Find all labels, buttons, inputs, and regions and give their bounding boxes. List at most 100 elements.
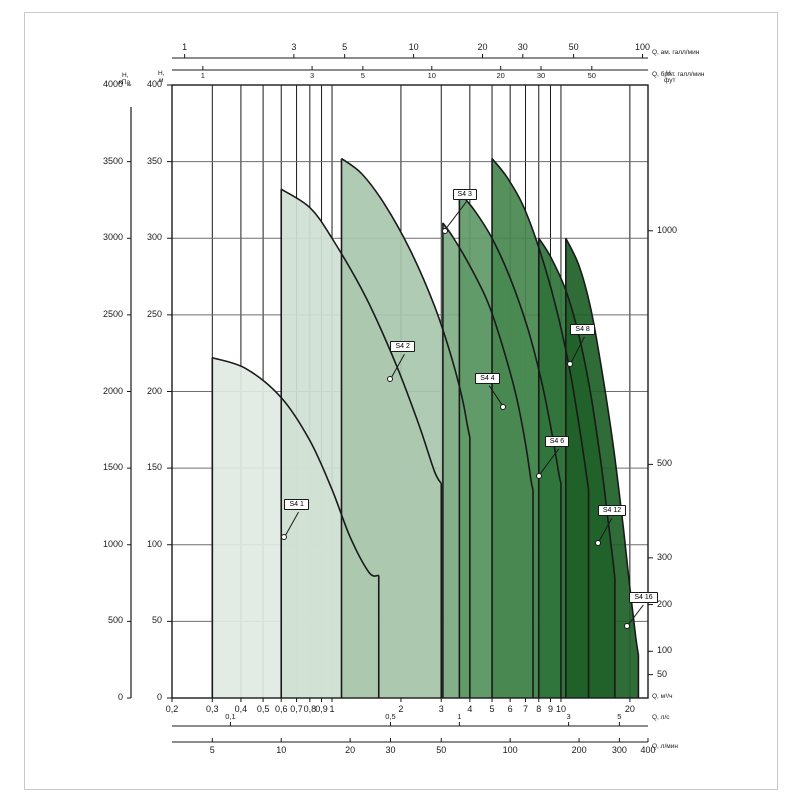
curve-line-s4-2 <box>280 188 442 484</box>
curve-line-s4-12 <box>538 237 616 579</box>
axis-label-left-kpa: 3000 <box>102 232 123 243</box>
axis-title-bottom-ls: Q, л/с <box>652 714 670 721</box>
callout-leader <box>538 448 560 477</box>
axis-label-top-usgpm: 100 <box>635 42 651 52</box>
curve-marker-s4-6 <box>535 472 542 479</box>
curve-group <box>211 157 644 698</box>
axis-label-bottom-lmin: 50 <box>436 745 447 755</box>
axis-label-bottom-m3h: 10 <box>555 704 566 714</box>
axis-label-left-m: 300 <box>146 232 162 243</box>
curve-label-s4-6[interactable]: S4 6 <box>544 435 570 447</box>
axis-label-bottom-m3h: 0,6 <box>274 704 288 714</box>
curve-line-s4-1 <box>212 357 379 577</box>
axis-label-bottom-m3h: 4 <box>467 704 473 714</box>
axis-label-left-m: 200 <box>146 385 162 396</box>
curve-line-s4-6 <box>458 191 562 484</box>
axis-label-right-ft: 200 <box>657 598 673 609</box>
axis-label-bottom-ls: 1 <box>457 712 462 721</box>
curve-line-s4-3 <box>341 157 471 438</box>
curve-marker-s4-3 <box>441 227 448 234</box>
axis-label-bottom-ls: 3 <box>566 712 571 721</box>
axis-label-bottom-m3h: 0,2 <box>165 704 179 714</box>
axis-label-right-ft: 100 <box>657 645 673 656</box>
axis-label-left-m: 0 <box>156 692 162 702</box>
curve-label-s4-8[interactable]: S4 8 <box>570 323 595 335</box>
axis-label-bottom-m3h: 5 <box>489 704 495 714</box>
curve-marker-s4-16 <box>624 622 631 629</box>
axis-label-bottom-m3h: 9 <box>547 704 553 714</box>
axis-label-left-kpa: 0 <box>117 692 123 702</box>
axis-label-bottom-lmin: 300 <box>611 745 627 755</box>
axis-label-bottom-lmin: 5 <box>209 745 215 755</box>
curve-label-s4-2[interactable]: S4 2 <box>390 341 415 353</box>
curve-label-s4-16[interactable]: S4 16 <box>629 591 658 603</box>
curve-label-s4-12[interactable]: S4 12 <box>597 505 627 517</box>
axis-label-bottom-m3h: 0,5 <box>256 704 270 714</box>
axis-label-bottom-m3h: 2 <box>398 704 404 714</box>
axis-label-bottom-lmin: 200 <box>571 745 587 755</box>
callout-leader <box>488 385 504 408</box>
axis-label-left-m: 150 <box>146 462 162 473</box>
axis-label-right-ft: 500 <box>657 458 673 469</box>
axis-label-bottom-m3h: 0,9 <box>315 704 328 714</box>
axis-label-bottom-m3h: 7 <box>522 704 528 714</box>
axis-label-right-ft: 1000 <box>657 224 678 235</box>
axis-label-left-m: 350 <box>146 155 162 166</box>
axis-label-top-usgpm: 50 <box>568 42 579 52</box>
axis-label-bottom-m3h: 0,7 <box>290 704 303 714</box>
callout-leader <box>390 353 405 380</box>
curve-label-s4-1[interactable]: S4 1 <box>284 499 309 511</box>
axis-label-bottom-m3h: 0,8 <box>303 704 317 714</box>
axis-label-bottom-m3h: 0,3 <box>206 704 219 714</box>
curve-line-s4-4 <box>442 222 534 490</box>
curve-line-s4-8 <box>491 158 590 490</box>
axis-label-top-ukgpm: 5 <box>360 71 365 80</box>
axis-label-left-kpa: 1500 <box>102 462 123 473</box>
axis-label-bottom-m3h: 20 <box>624 704 635 714</box>
curve-label-s4-3[interactable]: S4 3 <box>452 188 477 200</box>
axis-label-left-m: 100 <box>146 538 162 549</box>
axis-label-left-kpa: 2500 <box>102 308 123 319</box>
axis-label-bottom-m3h: 1 <box>329 704 335 714</box>
axis-label-top-usgpm: 3 <box>291 42 297 52</box>
axis-label-right-ft: 300 <box>657 551 673 562</box>
curve-line-s4-16 <box>565 237 640 656</box>
axis-label-left-kpa: 500 <box>107 615 123 626</box>
axis-label-bottom-m3h: 0,4 <box>234 704 248 714</box>
callout-leader <box>626 604 644 627</box>
axis-label-bottom-lmin: 30 <box>385 745 396 755</box>
axis-label-top-ukgpm: 3 <box>309 71 315 80</box>
axis-title-bottom-m3h: Q, м³/ч <box>652 693 673 700</box>
axis-title-top-ukgpm: Q, брит. галл/мин <box>652 71 705 78</box>
axis-label-bottom-lmin: 10 <box>276 745 287 755</box>
axis-title-right-ft-line1: H, <box>666 70 673 77</box>
axis-label-bottom-ls: 0,1 <box>225 712 236 721</box>
axis-label-top-usgpm: 20 <box>477 42 488 52</box>
axis-title-right-ft-line2: фут <box>664 77 676 84</box>
axis-label-top-ukgpm: 20 <box>496 71 505 80</box>
axis-title-left-kpa-line2: кПа <box>119 79 131 86</box>
axis-label-top-ukgpm: 1 <box>200 71 205 80</box>
callout-leader <box>284 511 299 538</box>
curve-marker-s4-1 <box>281 534 288 541</box>
callout-leader <box>569 336 585 365</box>
curve-marker-s4-12 <box>594 540 601 547</box>
axis-label-bottom-lmin: 20 <box>345 745 356 755</box>
curve-marker-s4-8 <box>567 360 574 367</box>
axis-label-bottom-lmin: 100 <box>502 745 518 755</box>
axis-label-left-m: 50 <box>151 615 162 626</box>
axis-label-top-usgpm: 5 <box>342 42 348 52</box>
axis-label-left-m: 400 <box>146 79 162 89</box>
callout-leader <box>444 201 467 231</box>
axis-label-left-m: 250 <box>146 308 162 319</box>
axis-label-bottom-m3h: 6 <box>507 704 513 714</box>
axis-label-top-usgpm: 10 <box>408 42 419 52</box>
axis-label-top-ukgpm: 50 <box>587 71 596 80</box>
axis-label-left-kpa: 3500 <box>102 155 123 166</box>
axis-label-top-usgpm: 30 <box>517 42 528 52</box>
axis-title-left-kpa-line1: H, <box>122 72 129 79</box>
axis-label-bottom-ls: 5 <box>617 712 622 721</box>
axis-label-top-ukgpm: 10 <box>427 71 436 80</box>
curve-label-s4-4[interactable]: S4 4 <box>475 372 500 384</box>
